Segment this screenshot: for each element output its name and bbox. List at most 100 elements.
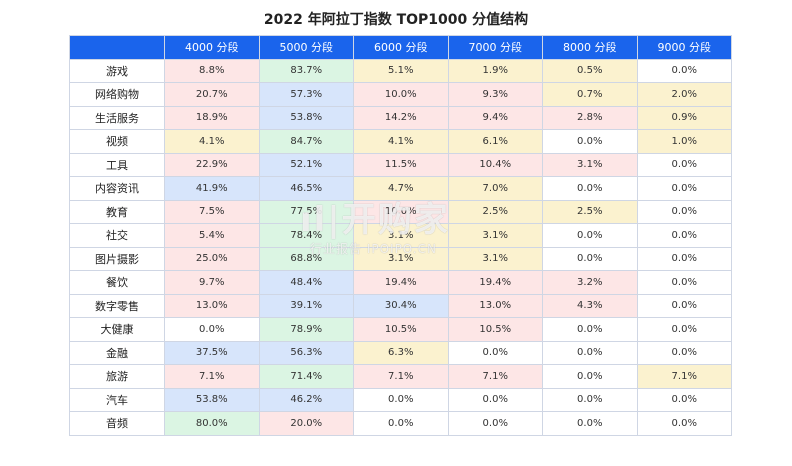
value-cell: 0.0% <box>636 199 732 224</box>
table-row: 金融 37.5% 56.3% 6.3% 0.0% 0.0% 0.0% <box>69 340 732 365</box>
value-cell: 0.0% <box>636 340 732 365</box>
value-cell: 7.1% <box>353 364 449 389</box>
value-cell: 48.4% <box>258 270 354 295</box>
row-category-label: 数字零售 <box>69 293 165 318</box>
value-cell: 83.7% <box>258 58 354 83</box>
column-header: 4000 分段 <box>164 35 260 60</box>
value-cell: 20.0% <box>258 411 354 436</box>
value-cell: 2.0% <box>636 82 732 107</box>
value-cell: 71.4% <box>258 364 354 389</box>
value-cell: 0.0% <box>542 176 638 201</box>
table-row: 视频 4.1% 84.7% 4.1% 6.1% 0.0% 1.0% <box>69 129 732 154</box>
value-cell: 10.4% <box>447 152 543 177</box>
row-category-label: 教育 <box>69 199 165 224</box>
value-cell: 0.0% <box>636 293 732 318</box>
table-row: 图片摄影 25.0% 68.8% 3.1% 3.1% 0.0% 0.0% <box>69 246 732 271</box>
value-cell: 0.0% <box>542 246 638 271</box>
value-cell: 25.0% <box>164 246 260 271</box>
value-cell: 9.3% <box>447 82 543 107</box>
table-row: 社交 5.4% 78.4% 3.1% 3.1% 0.0% 0.0% <box>69 223 732 248</box>
header-row: 4000 分段 5000 分段 6000 分段 7000 分段 8000 分段 … <box>69 35 732 60</box>
value-cell: 0.5% <box>542 58 638 83</box>
table-row: 工具 22.9% 52.1% 11.5% 10.4% 3.1% 0.0% <box>69 152 732 177</box>
value-cell: 77.5% <box>258 199 354 224</box>
value-cell: 6.3% <box>353 340 449 365</box>
row-category-label: 游戏 <box>69 58 165 83</box>
value-cell: 13.0% <box>447 293 543 318</box>
row-category-label: 工具 <box>69 152 165 177</box>
score-structure-table: 4000 分段 5000 分段 6000 分段 7000 分段 8000 分段 … <box>69 35 732 436</box>
value-cell: 0.0% <box>636 223 732 248</box>
value-cell: 0.0% <box>447 340 543 365</box>
chart-title: 2022 年阿拉丁指数 TOP1000 分值结构 <box>263 12 529 28</box>
column-header: 5000 分段 <box>258 35 354 60</box>
value-cell: 0.0% <box>636 58 732 83</box>
table-row: 大健康 0.0% 78.9% 10.5% 10.5% 0.0% 0.0% <box>69 317 732 342</box>
value-cell: 2.5% <box>447 199 543 224</box>
value-cell: 7.5% <box>164 199 260 224</box>
value-cell: 0.0% <box>542 411 638 436</box>
value-cell: 22.9% <box>164 152 260 177</box>
value-cell: 3.1% <box>447 223 543 248</box>
value-cell: 9.4% <box>447 105 543 130</box>
table-row: 旅游 7.1% 71.4% 7.1% 7.1% 0.0% 7.1% <box>69 364 732 389</box>
value-cell: 0.0% <box>542 129 638 154</box>
value-cell: 41.9% <box>164 176 260 201</box>
value-cell: 13.0% <box>164 293 260 318</box>
value-cell: 11.5% <box>353 152 449 177</box>
value-cell: 0.0% <box>636 246 732 271</box>
value-cell: 56.3% <box>258 340 354 365</box>
value-cell: 84.7% <box>258 129 354 154</box>
row-category-label: 汽车 <box>69 387 165 412</box>
value-cell: 46.5% <box>258 176 354 201</box>
column-header: 9000 分段 <box>636 35 732 60</box>
value-cell: 7.1% <box>447 364 543 389</box>
value-cell: 2.8% <box>542 105 638 130</box>
value-cell: 0.0% <box>542 340 638 365</box>
value-cell: 19.4% <box>353 270 449 295</box>
value-cell: 4.7% <box>353 176 449 201</box>
value-cell: 7.1% <box>164 364 260 389</box>
column-header: 6000 分段 <box>353 35 449 60</box>
value-cell: 3.1% <box>353 223 449 248</box>
row-category-label: 音频 <box>69 411 165 436</box>
value-cell: 68.8% <box>258 246 354 271</box>
table-row: 教育 7.5% 77.5% 10.0% 2.5% 2.5% 0.0% <box>69 199 732 224</box>
value-cell: 8.8% <box>164 58 260 83</box>
row-category-label: 生活服务 <box>69 105 165 130</box>
table-body: 游戏 8.8% 83.7% 5.1% 1.9% 0.5% 0.0% 网络购物 20.7% 57.3… <box>69 58 732 436</box>
value-cell: 19.4% <box>447 270 543 295</box>
value-cell: 10.5% <box>353 317 449 342</box>
value-cell: 20.7% <box>164 82 260 107</box>
value-cell: 0.0% <box>636 152 732 177</box>
value-cell: 0.0% <box>447 411 543 436</box>
value-cell: 4.1% <box>353 129 449 154</box>
value-cell: 39.1% <box>258 293 354 318</box>
value-cell: 18.9% <box>164 105 260 130</box>
row-category-label: 网络购物 <box>69 82 165 107</box>
row-category-label: 内容资讯 <box>69 176 165 201</box>
row-category-label: 视频 <box>69 129 165 154</box>
value-cell: 6.1% <box>447 129 543 154</box>
value-cell: 3.1% <box>447 246 543 271</box>
value-cell: 53.8% <box>164 387 260 412</box>
table-row: 内容资讯 41.9% 46.5% 4.7% 7.0% 0.0% 0.0% <box>69 176 732 201</box>
value-cell: 57.3% <box>258 82 354 107</box>
value-cell: 1.9% <box>447 58 543 83</box>
value-cell: 0.0% <box>164 317 260 342</box>
value-cell: 52.1% <box>258 152 354 177</box>
value-cell: 3.1% <box>353 246 449 271</box>
value-cell: 46.2% <box>258 387 354 412</box>
value-cell: 37.5% <box>164 340 260 365</box>
row-category-label: 金融 <box>69 340 165 365</box>
value-cell: 0.7% <box>542 82 638 107</box>
value-cell: 10.0% <box>353 199 449 224</box>
value-cell: 53.8% <box>258 105 354 130</box>
row-category-label: 图片摄影 <box>69 246 165 271</box>
value-cell: 7.0% <box>447 176 543 201</box>
value-cell: 0.0% <box>447 387 543 412</box>
table-row: 餐饮 9.7% 48.4% 19.4% 19.4% 3.2% 0.0% <box>69 270 732 295</box>
value-cell: 0.0% <box>636 411 732 436</box>
value-cell: 10.0% <box>353 82 449 107</box>
value-cell: 3.2% <box>542 270 638 295</box>
